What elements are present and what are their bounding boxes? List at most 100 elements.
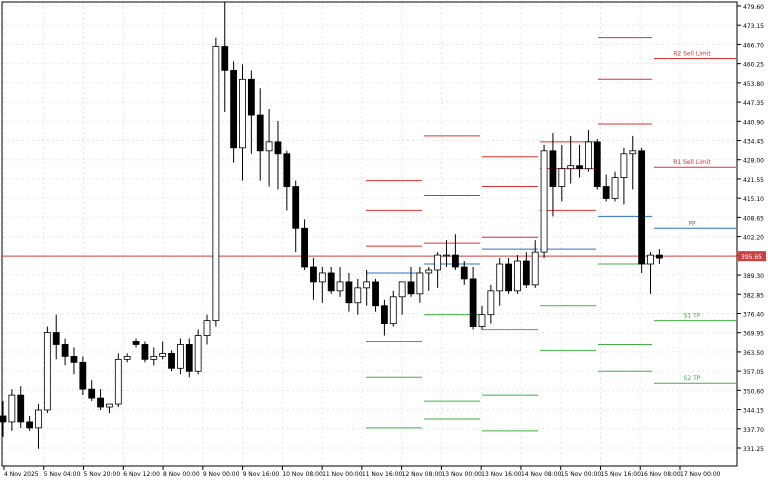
x-tick-label: 11 Nov 00:00	[322, 471, 363, 478]
bullish-candle	[389, 296, 397, 325]
bearish-candle	[310, 266, 317, 283]
bullish-candle	[159, 353, 167, 357]
bullish-candle	[114, 358, 122, 405]
y-tick-label: 440.90	[743, 119, 764, 126]
y-tick-label: 331.25	[743, 446, 764, 453]
bullish-candle	[354, 287, 362, 304]
bullish-candle	[150, 355, 158, 360]
bullish-candle	[647, 254, 654, 265]
bullish-candle	[265, 141, 273, 152]
bearish-candle	[345, 281, 353, 304]
y-tick-label: 479.60	[743, 4, 764, 11]
y-tick-label: 357.05	[743, 369, 764, 376]
bullish-candle	[194, 335, 202, 372]
y-tick-label: 376.40	[743, 311, 764, 318]
x-tick-label: 16 Nov 08:00	[640, 471, 681, 478]
bullish-candle	[416, 272, 424, 295]
y-tick-label: 369.95	[743, 331, 764, 338]
bearish-candle	[602, 186, 610, 199]
x-tick-label: 10 Nov 08:00	[282, 471, 323, 478]
bearish-candle	[52, 332, 60, 345]
bullish-candle	[43, 332, 51, 411]
bearish-candle	[460, 266, 468, 280]
x-tick-label: 9 Nov 16:00	[243, 471, 280, 478]
y-tick-label: 363.50	[743, 350, 764, 357]
bullish-candle	[487, 290, 495, 316]
bullish-candle	[567, 165, 575, 170]
bearish-candle	[0, 415, 7, 423]
bullish-candle	[478, 314, 486, 327]
bearish-candle	[451, 254, 459, 268]
y-tick-label: 453.80	[743, 81, 764, 88]
bullish-candle	[398, 281, 406, 298]
bearish-candle	[256, 114, 264, 152]
bullish-candle	[611, 177, 619, 199]
bullish-candle	[540, 150, 548, 253]
level-label: S2 TP	[684, 375, 701, 382]
x-tick-label: 9 Nov 00:00	[203, 471, 240, 478]
y-tick-label: 389.30	[743, 273, 764, 280]
bearish-candle	[221, 46, 229, 71]
bullish-candle	[585, 141, 592, 170]
plot-frame	[1, 1, 738, 467]
bearish-candle	[97, 397, 104, 408]
bullish-candle	[496, 263, 504, 292]
x-tick-label: 15 Nov 00:00	[561, 471, 602, 478]
bullish-candle	[363, 281, 371, 289]
current-price-badge	[738, 251, 766, 262]
bearish-candle	[638, 150, 646, 265]
bullish-candle	[239, 78, 246, 149]
x-tick-label: 4 Nov 2025	[4, 471, 39, 478]
y-tick-label: 421.55	[743, 177, 764, 184]
bearish-candle	[301, 227, 308, 268]
bearish-candle	[655, 254, 663, 259]
y-tick-label: 466.70	[743, 42, 764, 49]
bearish-candle	[274, 141, 282, 155]
y-tick-label: 382.85	[743, 292, 764, 299]
bearish-candle	[469, 278, 477, 327]
bullish-candle	[8, 394, 16, 423]
bearish-candle	[230, 69, 238, 149]
level-label: PP	[688, 220, 696, 227]
y-tick-label: 460.25	[743, 62, 764, 69]
bullish-candle	[176, 344, 184, 369]
bullish-candle	[212, 46, 220, 322]
bearish-candle	[407, 281, 415, 295]
bearish-candle	[247, 78, 255, 116]
bearish-candle	[283, 153, 291, 187]
x-tick-label: 6 Nov 12:00	[123, 471, 160, 478]
y-tick-label: 428.00	[743, 158, 764, 165]
bearish-candle	[505, 263, 512, 292]
bullish-candle	[434, 254, 442, 271]
y-tick-label: 344.15	[743, 408, 764, 415]
x-tick-label: 5 Nov 04:00	[44, 471, 81, 478]
bullish-candle	[514, 260, 521, 292]
bearish-candle	[327, 272, 335, 292]
bullish-candle	[336, 281, 344, 292]
bearish-candle	[88, 388, 96, 399]
bearish-candle	[593, 141, 601, 187]
bullish-candle	[558, 168, 566, 187]
bearish-candle	[381, 305, 388, 325]
bullish-candle	[203, 320, 211, 336]
bearish-candle	[132, 341, 140, 345]
x-tick-label: 13 Nov 16:00	[481, 471, 522, 478]
bearish-candle	[549, 150, 557, 187]
bearish-candle	[61, 344, 69, 357]
bullish-candle	[425, 269, 433, 274]
y-tick-label: 402.20	[743, 235, 764, 242]
x-tick-label: 14 Nov 08:00	[521, 471, 562, 478]
y-tick-label: 350.60	[743, 388, 764, 395]
bearish-candle	[70, 355, 78, 363]
y-tick-label: 447.35	[743, 100, 764, 107]
x-tick-label: 8 Nov 00:00	[163, 471, 200, 478]
bullish-candle	[123, 355, 131, 360]
bearish-candle	[168, 353, 175, 369]
bearish-candle	[141, 344, 149, 360]
x-tick-label: 13 Nov 00:00	[441, 471, 482, 478]
level-label: R2 Sell Limit	[673, 50, 711, 57]
bullish-candle	[629, 150, 637, 155]
bullish-candle	[318, 272, 326, 283]
